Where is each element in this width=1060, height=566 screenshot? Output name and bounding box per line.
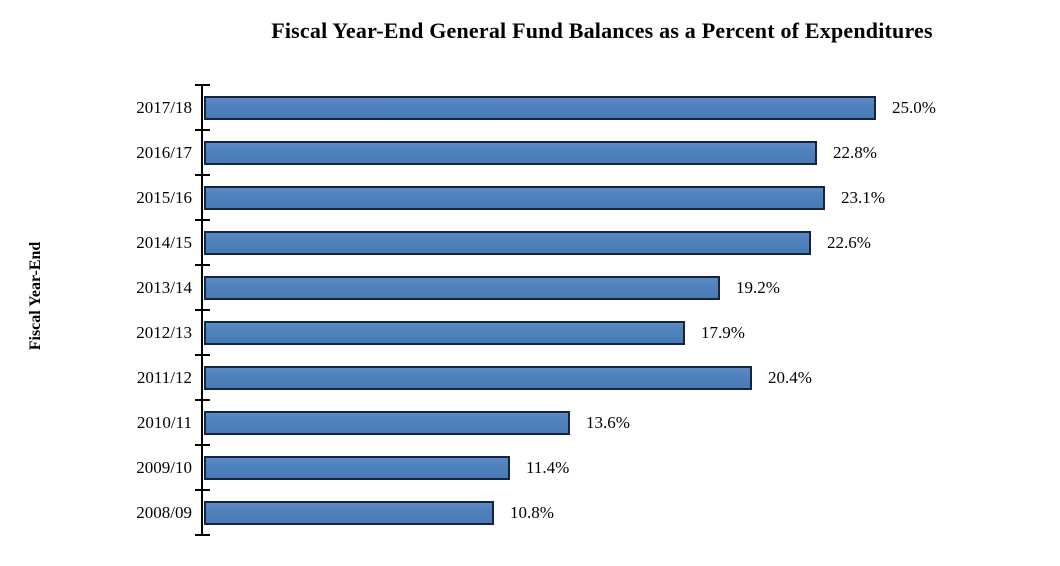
bar <box>204 366 752 390</box>
axis-tick <box>195 309 210 311</box>
value-label: 10.8% <box>510 503 554 522</box>
bar <box>204 231 811 255</box>
bar-row: 2013/14 19.2% <box>0 265 1060 310</box>
axis-tick <box>195 84 210 86</box>
axis-tick <box>195 534 210 536</box>
bar <box>204 276 720 300</box>
axis-tick <box>195 264 210 266</box>
bar-row: 2010/11 13.6% <box>0 400 1060 445</box>
bar-row: 2009/10 11.4% <box>0 445 1060 490</box>
value-label: 13.6% <box>586 413 630 432</box>
bar-row: 2008/09 10.8% <box>0 490 1060 535</box>
category-label: 2012/13 <box>136 323 192 342</box>
bar-row: 2014/15 22.6% <box>0 220 1060 265</box>
bar-row: 2011/12 20.4% <box>0 355 1060 400</box>
category-label: 2010/11 <box>136 413 192 432</box>
bar <box>204 141 817 165</box>
value-label: 19.2% <box>736 278 780 297</box>
plot-area: 2017/18 25.0% 2016/17 22.8% 2015/16 23.1% 2014… <box>0 84 1060 536</box>
bar <box>204 321 685 345</box>
chart-title: Fiscal Year-End General Fund Balances as… <box>271 18 933 43</box>
bar-row: 2015/16 23.1% <box>0 175 1060 220</box>
value-label: 22.6% <box>827 233 871 252</box>
category-label: 2015/16 <box>136 188 192 207</box>
bar-row: 2017/18 25.0% <box>0 85 1060 130</box>
value-label: 25.0% <box>892 98 936 117</box>
category-label: 2017/18 <box>136 98 192 117</box>
value-label: 17.9% <box>701 323 745 342</box>
value-label: 22.8% <box>833 143 877 162</box>
category-label: 2016/17 <box>136 143 192 162</box>
axis-tick <box>195 174 210 176</box>
axis-tick <box>195 354 210 356</box>
category-label: 2013/14 <box>136 278 192 297</box>
category-label: 2011/12 <box>136 368 192 387</box>
category-label: 2014/15 <box>136 233 192 252</box>
bar <box>204 501 494 525</box>
bar-row: 2016/17 22.8% <box>0 130 1060 175</box>
bar <box>204 456 510 480</box>
value-label: 20.4% <box>768 368 812 387</box>
category-label: 2008/09 <box>136 503 192 522</box>
value-label: 23.1% <box>841 188 885 207</box>
axis-tick <box>195 129 210 131</box>
axis-tick <box>195 219 210 221</box>
category-label: 2009/10 <box>136 458 192 477</box>
bar <box>204 411 570 435</box>
axis-tick <box>195 399 210 401</box>
value-label: 11.4% <box>526 458 570 477</box>
bar <box>204 186 825 210</box>
axis-tick <box>195 489 210 491</box>
axis-tick <box>195 444 210 446</box>
bar-row: 2012/13 17.9% <box>0 310 1060 355</box>
bar <box>204 96 876 120</box>
